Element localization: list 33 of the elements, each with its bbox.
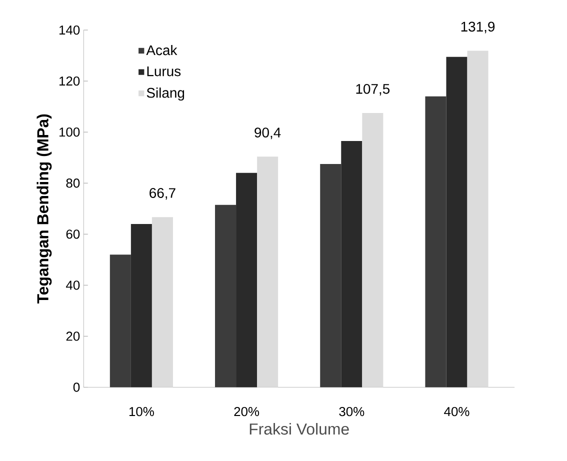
- data-label: 90,4: [254, 128, 281, 140]
- y-tick-label: 100: [59, 128, 80, 137]
- bar: [110, 254, 131, 388]
- bar: [320, 164, 342, 388]
- x-tick-label: 10%: [129, 406, 154, 416]
- legend-label: Lurus: [147, 66, 181, 76]
- y-axis-title: Tegangan Bending (MPa): [36, 114, 52, 304]
- y-tick-label: 40: [66, 280, 80, 290]
- bar: [130, 224, 152, 388]
- y-tick-label: 60: [66, 230, 80, 239]
- bar: [236, 172, 258, 388]
- x-axis-title: Fraksi Volume: [250, 423, 349, 435]
- y-tick-label: 0: [73, 382, 80, 392]
- bar: [425, 96, 446, 388]
- x-tick-label: 40%: [444, 406, 470, 416]
- bar: [152, 217, 173, 388]
- legend-label: Silang: [146, 88, 184, 101]
- data-label: 107,5: [356, 84, 390, 96]
- x-tick-label: 20%: [234, 406, 260, 416]
- legend-label: Acak: [146, 44, 178, 56]
- data-label: 131,9: [461, 22, 495, 34]
- bar: [467, 50, 488, 388]
- bar: [362, 112, 384, 388]
- bar: [446, 56, 468, 388]
- bar: [257, 156, 278, 388]
- y-tick-label: 80: [66, 178, 80, 188]
- bar: [215, 204, 236, 388]
- y-tick-label: 120: [59, 76, 80, 86]
- y-tick-label: 20: [66, 332, 80, 341]
- x-tick-label: 30%: [339, 406, 364, 416]
- data-label: 66,7: [150, 188, 176, 200]
- bar: [341, 141, 362, 388]
- y-tick-label: 140: [59, 25, 80, 35]
